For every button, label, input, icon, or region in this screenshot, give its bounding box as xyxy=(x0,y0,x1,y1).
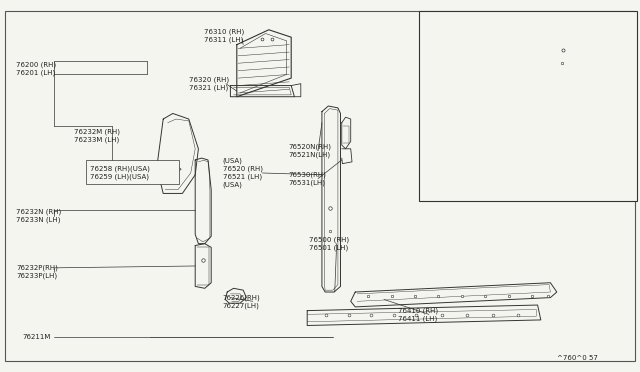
Text: 76520 (RH)
76521 (LH): 76520 (RH) 76521 (LH) xyxy=(427,155,467,169)
Bar xyxy=(86,160,179,184)
Text: 76200 (RH)
76201 (LH): 76200 (RH) 76201 (LH) xyxy=(16,62,56,76)
Text: 76530(RH)
76531(LH): 76530(RH) 76531(LH) xyxy=(289,171,326,186)
Text: (USA)
76520 (RH)
76521 (LH)
(USA): (USA) 76520 (RH) 76521 (LH) (USA) xyxy=(223,158,262,188)
Text: 76310 (RH)
76311 (LH): 76310 (RH) 76311 (LH) xyxy=(204,28,244,42)
Text: ^760^0 57: ^760^0 57 xyxy=(557,355,598,361)
Text: 76232M (RH)
76233M (LH): 76232M (RH) 76233M (LH) xyxy=(74,129,120,143)
Text: 76500 (RH)
76501 (LH): 76500 (RH) 76501 (LH) xyxy=(309,237,349,251)
Text: 76320 (RH)
76321 (LH): 76320 (RH) 76321 (LH) xyxy=(189,77,230,91)
Text: 76232N (RH)
76233N (LH): 76232N (RH) 76233N (LH) xyxy=(16,209,61,223)
Text: CAN: CAN xyxy=(427,21,444,27)
Text: 76226(RH)
76227(LH): 76226(RH) 76227(LH) xyxy=(223,294,260,308)
Text: 76526M (RH)
76527M (LH): 76526M (RH) 76527M (LH) xyxy=(427,116,473,131)
Text: 76520N(RH)
76521N(LH): 76520N(RH) 76521N(LH) xyxy=(289,144,332,158)
Text: 76258 (RH)(USA)
76259 (LH)(USA): 76258 (RH)(USA) 76259 (LH)(USA) xyxy=(90,166,150,180)
Text: 76500 (RH)
76501 (LH): 76500 (RH) 76501 (LH) xyxy=(534,155,575,169)
Text: 76530 (RH)
76531 (LH): 76530 (RH) 76531 (LH) xyxy=(427,80,467,94)
Text: 76410 (RH)
76411 (LH): 76410 (RH) 76411 (LH) xyxy=(398,307,438,321)
Text: 76520N (RH)
76521N (LH): 76520N (RH) 76521N (LH) xyxy=(427,41,472,55)
Bar xyxy=(419,11,637,201)
Text: 76211M: 76211M xyxy=(22,334,51,340)
Text: 76232P(RH)
76233P(LH): 76232P(RH) 76233P(LH) xyxy=(16,264,58,279)
